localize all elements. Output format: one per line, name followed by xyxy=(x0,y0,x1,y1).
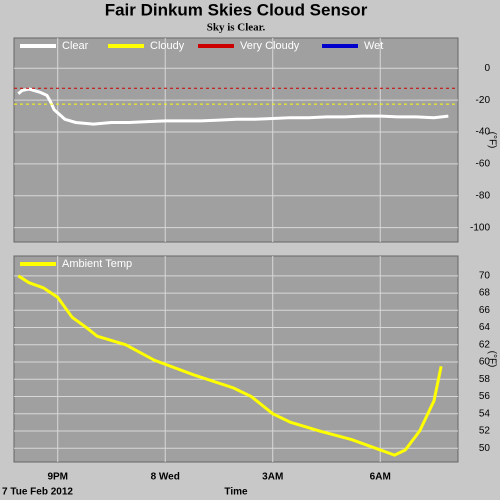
y-tick-label: 60 xyxy=(479,357,491,368)
x-tick-label: 8 Wed xyxy=(151,472,180,483)
legend-label: Clear xyxy=(62,40,89,52)
y-axis-label: (°F) xyxy=(486,132,497,149)
plot-area xyxy=(13,37,459,243)
x-axis-label: Time xyxy=(224,487,248,498)
y-tick-label: 62 xyxy=(479,339,491,350)
y-tick-label: -20 xyxy=(476,95,491,106)
y-tick-label: 68 xyxy=(479,288,491,299)
y-tick-label: 66 xyxy=(479,305,491,316)
x-tick-label: 6AM xyxy=(370,472,391,483)
data-line xyxy=(17,274,443,457)
legend-label: Ambient Temp xyxy=(62,258,132,270)
data-line xyxy=(17,87,449,126)
y-tick-label: 56 xyxy=(479,391,491,402)
legend-label: Wet xyxy=(364,40,383,52)
y-tick-label: 54 xyxy=(479,408,491,419)
title: Fair Dinkum Skies Cloud Sensor xyxy=(105,0,368,19)
x-tick-label: 9PM xyxy=(47,472,68,483)
x-note: 7 Tue Feb 2012 xyxy=(2,487,73,498)
y-tick-label: 70 xyxy=(479,270,491,281)
y-axis-label: (°F) xyxy=(486,351,497,368)
y-tick-label: -40 xyxy=(476,127,491,138)
y-tick-label: 50 xyxy=(479,443,491,454)
plot-area xyxy=(13,255,459,463)
y-tick-label: -80 xyxy=(476,190,491,201)
y-tick-label: 64 xyxy=(479,322,491,333)
legend-label: Very Cloudy xyxy=(240,40,300,52)
y-tick-label: -100 xyxy=(470,222,490,233)
subtitle: Sky is Clear. xyxy=(207,22,266,34)
legend-label: Cloudy xyxy=(150,40,185,52)
y-tick-label: 0 xyxy=(484,63,490,74)
x-tick-label: 3AM xyxy=(262,472,283,483)
y-tick-label: -60 xyxy=(476,159,491,170)
y-tick-label: 58 xyxy=(479,374,491,385)
y-tick-label: 52 xyxy=(479,426,491,437)
